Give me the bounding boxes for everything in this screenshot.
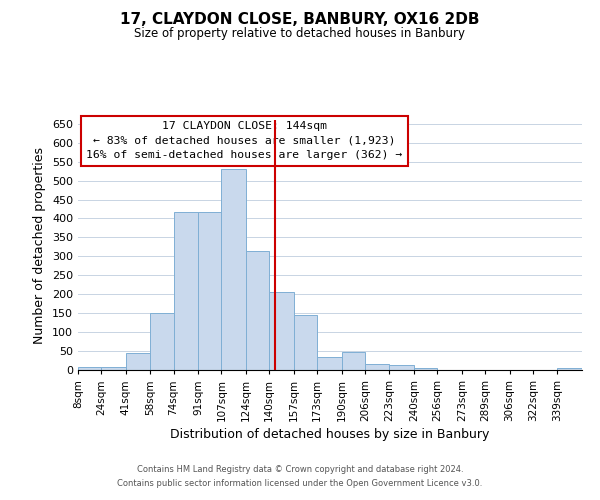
Bar — [414, 368, 437, 370]
Bar — [198, 212, 221, 370]
Text: 17, CLAYDON CLOSE, BANBURY, OX16 2DB: 17, CLAYDON CLOSE, BANBURY, OX16 2DB — [120, 12, 480, 28]
Bar — [151, 313, 173, 370]
Text: 17 CLAYDON CLOSE: 144sqm
← 83% of detached houses are smaller (1,923)
16% of sem: 17 CLAYDON CLOSE: 144sqm ← 83% of detach… — [86, 121, 403, 160]
Text: Contains HM Land Registry data © Crown copyright and database right 2024.
Contai: Contains HM Land Registry data © Crown c… — [118, 466, 482, 487]
Bar — [389, 365, 414, 370]
Bar — [173, 212, 198, 370]
Bar — [221, 169, 246, 370]
Bar — [365, 364, 389, 370]
X-axis label: Distribution of detached houses by size in Banbury: Distribution of detached houses by size … — [170, 428, 490, 441]
Bar — [126, 353, 151, 370]
Bar — [101, 367, 126, 370]
Text: Size of property relative to detached houses in Banbury: Size of property relative to detached ho… — [134, 28, 466, 40]
Y-axis label: Number of detached properties: Number of detached properties — [34, 146, 46, 344]
Bar — [78, 367, 101, 370]
Bar — [294, 315, 317, 370]
Bar — [341, 352, 365, 370]
Bar — [246, 250, 269, 370]
Bar — [317, 356, 341, 370]
Bar — [269, 292, 294, 370]
Bar — [557, 368, 582, 370]
